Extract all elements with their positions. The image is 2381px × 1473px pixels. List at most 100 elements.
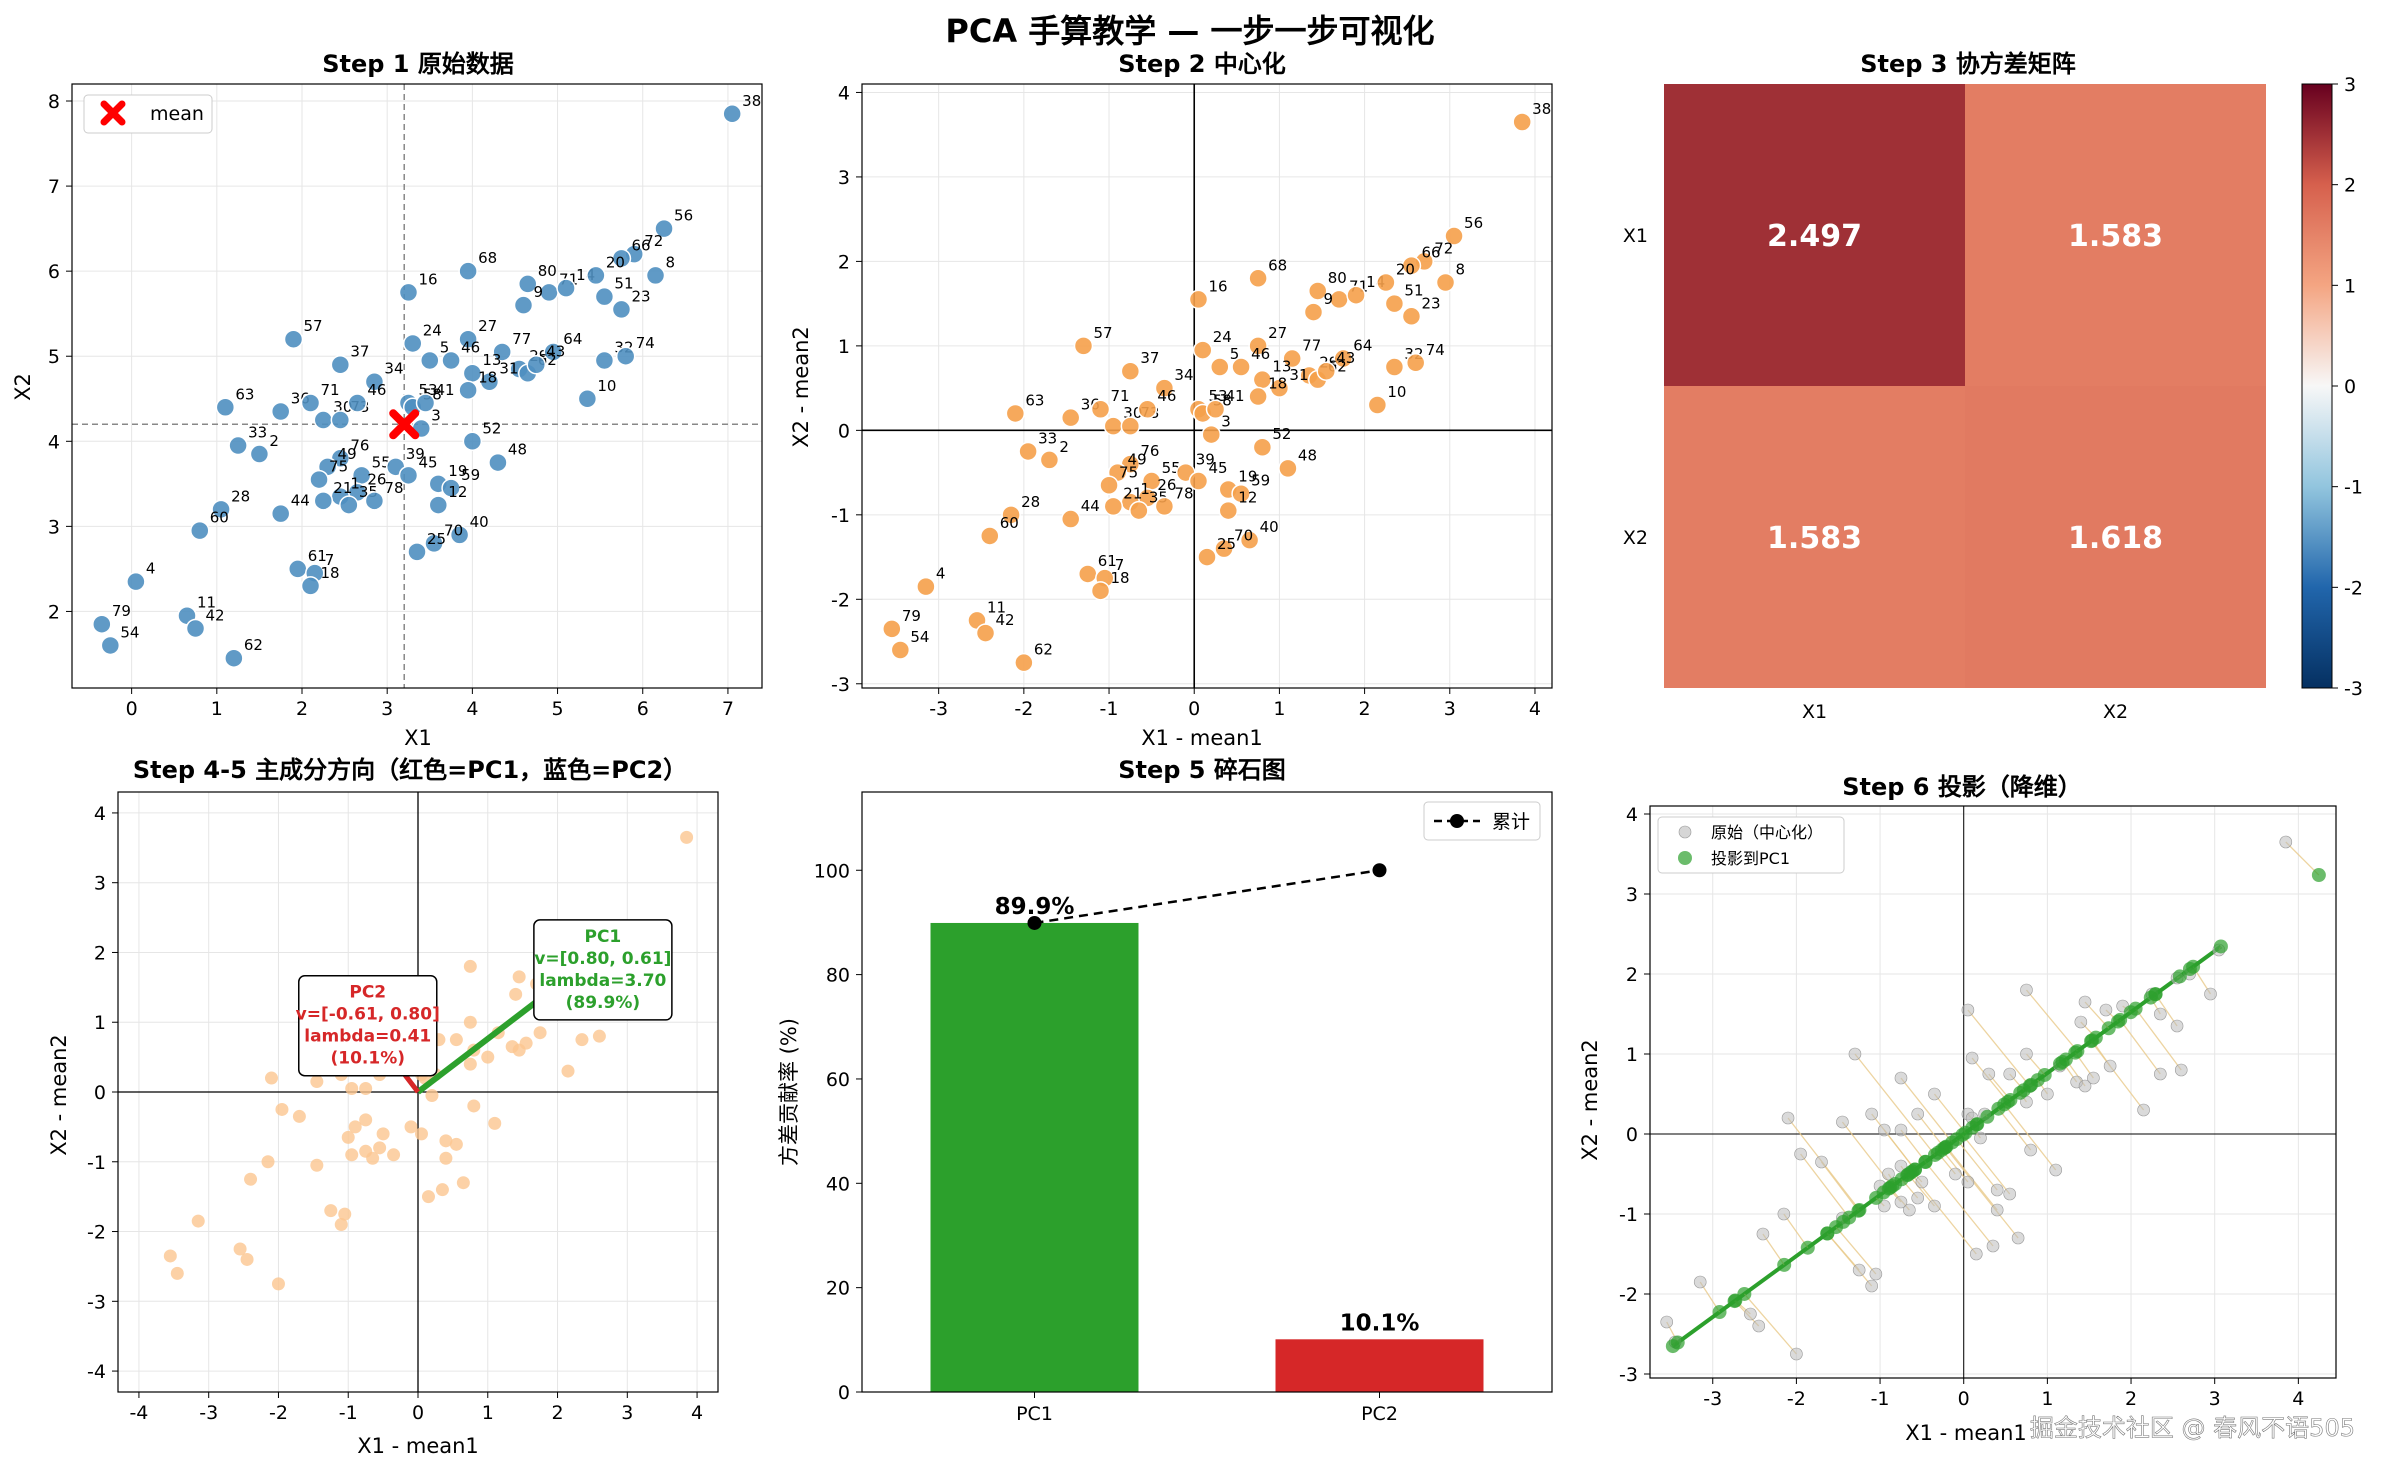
step1-point [615, 346, 636, 366]
step1-point [300, 393, 321, 413]
step1-point [517, 274, 538, 294]
step1-point [270, 401, 291, 422]
step6-projected-point [2213, 939, 2228, 954]
step1-point [287, 559, 308, 579]
step6-projection-line [1933, 1093, 1966, 1134]
step2-point [1137, 399, 1158, 419]
step2-point [1192, 340, 1213, 360]
step2-point-label: 74 [1426, 341, 1445, 359]
step2-point [1384, 293, 1405, 314]
step1-point-label: 59 [461, 466, 480, 484]
step2-point [1129, 500, 1149, 521]
step2-title: Step 2 中心化 [1118, 50, 1286, 78]
step45-point [467, 1099, 481, 1113]
step45-point [439, 1151, 453, 1165]
step2-point-label: 71 [1111, 387, 1130, 405]
step1-point-label: 52 [482, 419, 501, 437]
step45-point [488, 1116, 502, 1130]
step2-point-label: 57 [1093, 324, 1112, 342]
step2-point-label: 64 [1353, 337, 1372, 355]
step2-point-label: 60 [1000, 514, 1019, 532]
step2-point [975, 623, 996, 643]
step3-cell-value: 2.497 [1767, 219, 1862, 254]
step2-point-label: 12 [1238, 489, 1257, 507]
step1-point-label: 8 [666, 253, 676, 271]
step2-point-label: 37 [1140, 349, 1159, 367]
step6-projection-line [1944, 1146, 2019, 1239]
step3-cell [1664, 84, 1965, 386]
step6-xtick-label: -1 [1871, 1388, 1890, 1410]
step1-point-label: 77 [512, 330, 531, 348]
step1-point-label: 46 [461, 338, 480, 356]
step45-point [334, 1218, 348, 1232]
step6-original-point [1990, 1183, 2004, 1197]
step2-xtick-label: 2 [1359, 698, 1371, 720]
step6-projected-point [1883, 1180, 1898, 1195]
step5-cumulative-point [1372, 863, 1387, 878]
step1-point-label: 18 [321, 564, 340, 582]
step1-point-label: 12 [448, 483, 467, 501]
step2-point-label: 42 [996, 611, 1015, 629]
step2-point [1333, 348, 1354, 369]
step1-point [556, 278, 576, 298]
step45-point [439, 1134, 453, 1148]
step2-point [916, 576, 936, 597]
step45-point [324, 1204, 338, 1218]
step45-point [271, 1277, 285, 1291]
step1-point [424, 533, 444, 554]
step1-ytick-label: 6 [48, 261, 60, 283]
step5-frame [861, 791, 1553, 1393]
step2-ylabel: X2 - mean2 [789, 326, 813, 448]
step2-point-label: 9 [1323, 290, 1333, 308]
step6-xtick-label: -2 [1787, 1388, 1806, 1410]
step6-projection-line [2003, 1104, 2057, 1171]
step2-point-label: 27 [1268, 324, 1287, 342]
step1-xtick-label: 7 [722, 698, 734, 720]
step6-original-point [1894, 1071, 1908, 1085]
step6-original-point [2137, 1103, 2150, 1117]
step45-xlabel: X1 - mean1 [357, 1434, 479, 1458]
step6-ytick-label: 3 [1626, 884, 1638, 906]
step2-ytick-label: 0 [838, 420, 850, 442]
step2-point [1231, 483, 1251, 504]
step2-point-label: 21 [1123, 484, 1142, 502]
step2-point [1154, 378, 1175, 398]
step6-original-point [1911, 1191, 1925, 1205]
step6-original-point [1777, 1207, 1791, 1221]
step2-point-label: 48 [1298, 446, 1317, 464]
step45-point [519, 1036, 533, 1050]
step45-point [348, 1120, 362, 1134]
step5-ylabel: 方差贡献率 (%) [777, 1018, 801, 1166]
step1-point [215, 397, 236, 418]
step2-point [1214, 538, 1234, 559]
step6-original-point [1911, 1107, 1925, 1121]
step2-point-label: 52 [1272, 425, 1291, 443]
step2-point-label: 51 [1404, 282, 1423, 300]
step2-point-label: 5 [1230, 345, 1240, 363]
step2-point-label: 19 [1238, 467, 1257, 485]
step6-projected-point [1800, 1240, 1815, 1255]
step1-mean-marker [389, 409, 420, 440]
step2-point [1248, 336, 1268, 356]
step6-original-point [1928, 1199, 1941, 1213]
step6-original-point [2041, 1087, 2054, 1101]
step6-projected-point [1980, 1109, 1995, 1124]
step3-colorbar-tick-label: 0 [2344, 376, 2356, 398]
step6-projected-point [2186, 959, 2201, 974]
step6-original-point [1894, 1195, 1908, 1209]
step2-point [882, 619, 902, 639]
step1-point [402, 333, 423, 354]
step1-point-label: 39 [406, 445, 425, 463]
step45-point [359, 1082, 373, 1096]
step1-xtick-label: 2 [296, 698, 308, 720]
step3-colorbar-tick-label: 2 [2344, 175, 2356, 197]
step6-projected-point [2013, 1085, 2028, 1100]
step1-xtick-label: 6 [637, 698, 649, 720]
step45-pc1-arrow [416, 987, 555, 1095]
step1-point-label: 16 [418, 270, 437, 288]
step6-original-point [2087, 1071, 2100, 1085]
step2-point-label: 66 [1421, 244, 1440, 262]
step6-projection-line [1800, 1153, 1850, 1218]
step1-point-label: 60 [210, 509, 229, 527]
step2-point [1001, 505, 1021, 525]
